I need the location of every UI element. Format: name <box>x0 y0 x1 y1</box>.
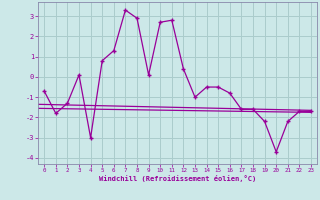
X-axis label: Windchill (Refroidissement éolien,°C): Windchill (Refroidissement éolien,°C) <box>99 175 256 182</box>
